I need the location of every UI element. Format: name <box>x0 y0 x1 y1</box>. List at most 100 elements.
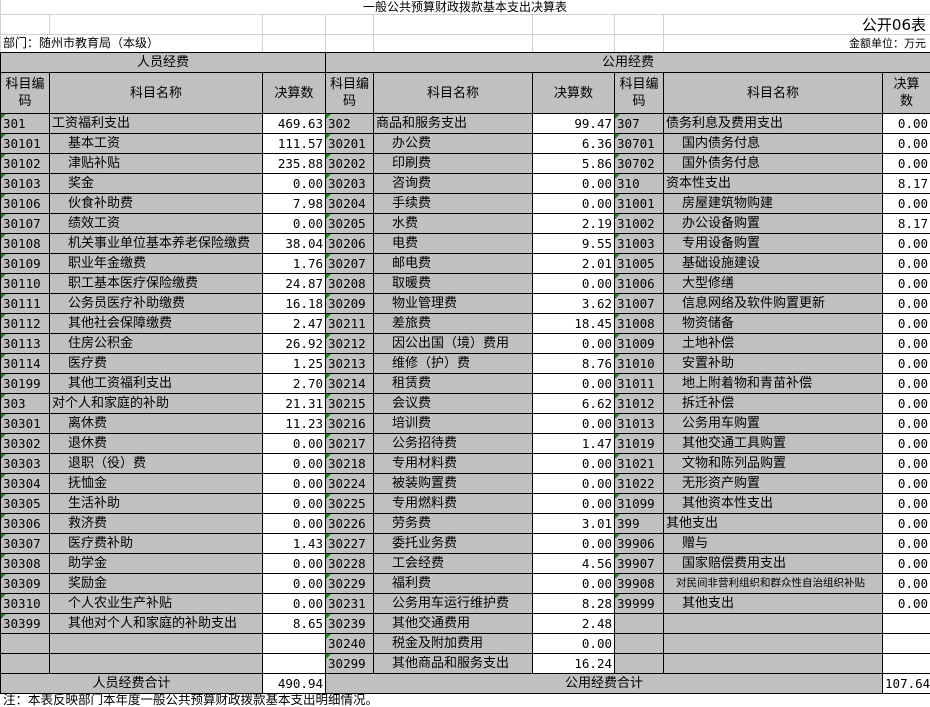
public-b-name: 国家赔偿费用支出 <box>663 553 884 574</box>
personnel-amount: 0.00 <box>261 453 327 474</box>
personnel-amount: 2.47 <box>261 313 327 334</box>
public-a-code: 30239 <box>325 613 375 634</box>
public-a-amount: 6.62 <box>532 393 616 414</box>
public-a-name: 手续费 <box>373 193 534 214</box>
personnel-amount: 235.88 <box>261 153 327 174</box>
personnel-code: 30301 <box>0 413 50 434</box>
public-b-code: 39999 <box>614 593 665 614</box>
public-b-name: 专用设备购置 <box>663 233 884 254</box>
table-row: 30302 退休费 0.00 30217 公务招待费 1.47 31019 其他交通工具购置 0… <box>0 433 930 454</box>
public-b-amount-empty <box>882 653 930 674</box>
personnel-amount: 0.00 <box>261 173 327 194</box>
table-row: 303 对个人和家庭的补助 21.31 30215 会议费 6.62 31012 拆迁补偿 0.… <box>0 393 930 414</box>
public-b-code: 31011 <box>614 373 665 394</box>
public-b-code: 31006 <box>614 273 665 294</box>
header-code: 科目编码 <box>325 72 375 114</box>
public-b-code: 399 <box>614 513 665 534</box>
personnel-amount: 1.76 <box>261 253 327 274</box>
personnel-code: 30112 <box>0 313 50 334</box>
public-a-name: 水费 <box>373 213 534 234</box>
public-a-amount: 5.86 <box>532 153 616 174</box>
personnel-code: 30305 <box>0 493 50 514</box>
public-b-amount-empty <box>882 613 930 634</box>
public-b-amount: 0.00 <box>882 593 930 614</box>
public-b-name: 信息网络及软件购置更新 <box>663 293 884 314</box>
public-a-name: 公务招待费 <box>373 433 534 454</box>
public-a-code: 30224 <box>325 473 375 494</box>
form-number: 公开06表 <box>861 16 926 34</box>
public-a-name: 培训费 <box>373 413 534 434</box>
public-a-code: 30212 <box>325 333 375 354</box>
public-a-code: 30204 <box>325 193 375 214</box>
personnel-name: 助学金 <box>49 553 263 574</box>
public-a-amount: 0.00 <box>532 453 616 474</box>
personnel-amount: 11.23 <box>261 413 327 434</box>
public-a-name: 工会经费 <box>373 553 534 574</box>
public-b-amount: 0.00 <box>882 153 930 174</box>
public-b-name-empty <box>663 613 884 634</box>
public-b-code: 31001 <box>614 193 665 214</box>
public-a-code: 30208 <box>325 273 375 294</box>
personnel-amount: 0.00 <box>261 493 327 514</box>
public-b-code: 31003 <box>614 233 665 254</box>
public-b-name: 文物和陈列品购置 <box>663 453 884 474</box>
public-b-code: 39908 <box>614 573 665 594</box>
table-row: 30111 公务员医疗补助缴费 16.18 30209 物业管理费 3.62 31007 信息… <box>0 293 930 314</box>
personnel-name: 奖励金 <box>49 573 263 594</box>
public-b-name: 其他交通工具购置 <box>663 433 884 454</box>
public-b-code-empty <box>614 613 665 634</box>
public-b-amount: 0.00 <box>882 433 930 454</box>
public-b-name: 其他支出 <box>663 593 884 614</box>
personnel-amount: 21.31 <box>261 393 327 414</box>
table-row: 30305 生活补助 0.00 30225 专用燃料费 0.00 31099 其他资本性支出 0… <box>0 493 930 514</box>
personnel-name: 职工基本医疗保险缴费 <box>49 273 263 294</box>
personnel-code-empty <box>0 633 50 654</box>
personnel-name: 个人农业生产补贴 <box>49 593 263 614</box>
personnel-code: 30308 <box>0 553 50 574</box>
personnel-name: 其他社会保障缴费 <box>49 313 263 334</box>
public-a-amount: 8.28 <box>532 593 616 614</box>
personnel-amount: 469.63 <box>261 113 327 134</box>
personnel-code: 301 <box>0 113 50 134</box>
table-row: 30308 助学金 0.00 30228 工会经费 4.56 39907 国家赔偿费用支出 0.… <box>0 553 930 574</box>
report-title: 一般公共预算财政拨款基本支出决算表 <box>362 0 567 14</box>
section-public: 公用经费 <box>325 52 930 73</box>
public-a-code: 30299 <box>325 653 375 674</box>
public-b-code: 31099 <box>614 493 665 514</box>
public-b-code: 31010 <box>614 353 665 374</box>
public-a-amount: 2.01 <box>532 253 616 274</box>
public-b-amount: 0.00 <box>882 333 930 354</box>
table-row: 30299 其他商品和服务支出 16.24 <box>0 653 930 674</box>
personnel-code: 30309 <box>0 573 50 594</box>
personnel-name: 机关事业单位基本养老保险缴费 <box>49 233 263 254</box>
personnel-code: 30304 <box>0 473 50 494</box>
table-row: 30106 伙食补助费 7.98 30204 手续费 0.00 31001 房屋建筑物购建 0.… <box>0 193 930 214</box>
public-b-amount: 0.00 <box>882 453 930 474</box>
department-label: 部门：随州市教育局（本级） <box>3 36 160 50</box>
personnel-code: 30310 <box>0 593 50 614</box>
public-b-code: 310 <box>614 173 665 194</box>
header-name: 科目名称 <box>663 72 884 114</box>
public-b-code: 39906 <box>614 533 665 554</box>
table-row: 30108 机关事业单位基本养老保险缴费 38.04 30206 电费 9.55 31003… <box>0 233 930 254</box>
public-b-amount: 0.00 <box>882 493 930 514</box>
personnel-code: 30303 <box>0 453 50 474</box>
public-b-amount: 0.00 <box>882 353 930 374</box>
public-b-name: 物资储备 <box>663 313 884 334</box>
personnel-code: 30302 <box>0 433 50 454</box>
personnel-amount: 1.25 <box>261 353 327 374</box>
personnel-amount: 0.00 <box>261 213 327 234</box>
personnel-name: 退休费 <box>49 433 263 454</box>
personnel-name: 退职（役）费 <box>49 453 263 474</box>
public-b-name: 国内债务付息 <box>663 133 884 154</box>
personnel-amount: 0.00 <box>261 553 327 574</box>
table-row: 30309 奖励金 0.00 30229 福利费 0.00 39908 对民间非营利组织和群众… <box>0 573 930 594</box>
public-a-amount: 16.24 <box>532 653 616 674</box>
personnel-name: 医疗费 <box>49 353 263 374</box>
public-a-code: 30216 <box>325 413 375 434</box>
header-amount: 决算数 <box>532 72 616 114</box>
personnel-amount: 7.98 <box>261 193 327 214</box>
public-a-code: 302 <box>325 113 375 134</box>
personnel-name: 奖金 <box>49 173 263 194</box>
public-a-code: 30202 <box>325 153 375 174</box>
